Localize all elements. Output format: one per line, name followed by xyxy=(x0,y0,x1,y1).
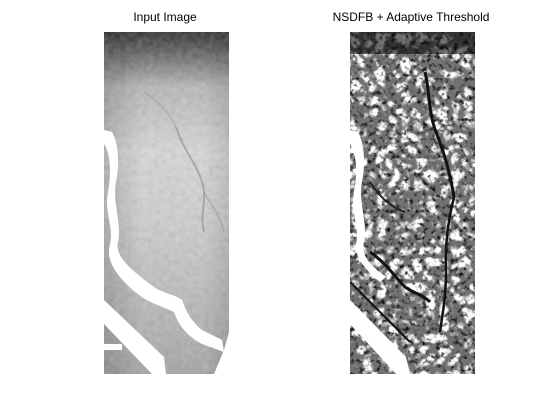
nsdfb-threshold-image xyxy=(350,32,475,374)
input-image-title: Input Image xyxy=(133,10,197,24)
input-image xyxy=(104,32,229,374)
nsdfb-threshold-title: NSDFB + Adaptive Threshold xyxy=(332,10,490,24)
